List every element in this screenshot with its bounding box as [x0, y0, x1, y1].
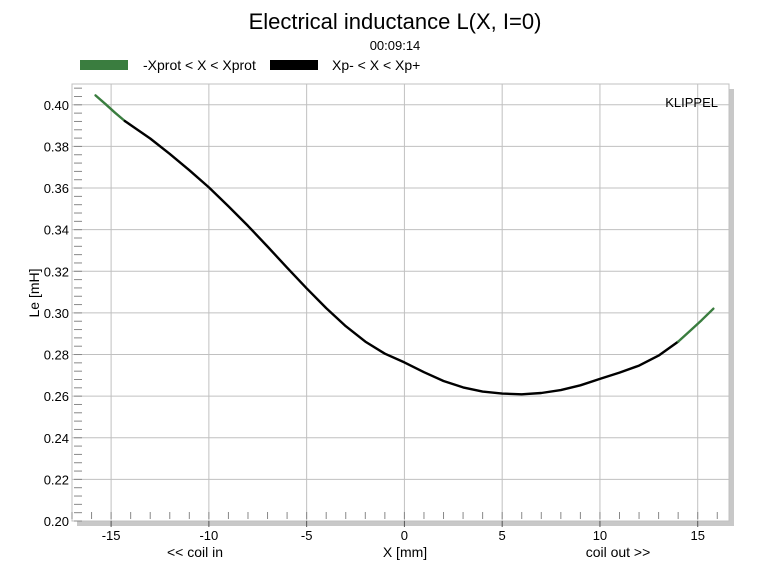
x-tick-label: 5 — [499, 528, 506, 543]
x-axis-label: X [mm] — [383, 544, 427, 560]
y-tick-label: 0.28 — [44, 348, 69, 363]
legend-label-protected-range: -Xprot < X < Xprot — [143, 57, 256, 73]
y-tick-label: 0.38 — [44, 139, 69, 154]
x-tick-label: -10 — [199, 528, 218, 543]
legend-swatch-green — [80, 60, 128, 70]
y-tick-label: 0.22 — [44, 472, 69, 487]
y-axis-label: Le [mH] — [26, 268, 42, 317]
x-tick-label: -15 — [102, 528, 121, 543]
chart-timestamp: 00:09:14 — [369, 38, 421, 53]
grid — [72, 84, 729, 521]
x-tick-label: 10 — [593, 528, 607, 543]
x-tick-label: 0 — [401, 528, 408, 543]
y-tick-label: 0.24 — [44, 431, 69, 446]
series-line — [94, 94, 127, 123]
y-tick-label: 0.36 — [44, 181, 69, 196]
legend-label-working-range: Xp- < X < Xp+ — [332, 57, 421, 73]
chart-title: Electrical inductance L(X, I=0) — [248, 9, 542, 34]
axis-tick-labels: 0.20 0.22 0.24 0.26 0.28 0.30 0.32 0.34 0.36 0.38… — [44, 98, 705, 543]
y-tick-label: 0.40 — [44, 98, 69, 113]
series-line — [123, 119, 680, 396]
x-annotation-coil-out: coil out >> — [586, 544, 651, 560]
minor-ticks — [71, 87, 718, 527]
series-line — [677, 307, 715, 343]
y-tick-label: 0.34 — [44, 223, 69, 238]
watermark-label: KLIPPEL — [665, 95, 718, 110]
y-tick-label: 0.32 — [44, 264, 69, 279]
x-tick-label: -5 — [301, 528, 313, 543]
y-tick-label: 0.20 — [44, 514, 69, 529]
y-tick-label: 0.26 — [44, 389, 69, 404]
y-tick-label: 0.30 — [44, 306, 69, 321]
legend-swatch-black — [270, 60, 318, 70]
series-layer — [94, 94, 715, 396]
x-tick-label: 15 — [690, 528, 704, 543]
x-annotation-coil-in: << coil in — [167, 544, 223, 560]
plot-area — [71, 83, 730, 522]
